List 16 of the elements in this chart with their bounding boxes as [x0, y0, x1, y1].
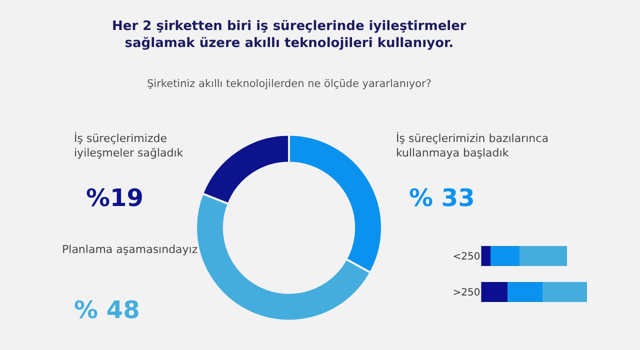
bar: [542, 282, 588, 302]
y-tick-label: >250: [452, 288, 480, 298]
bar: [481, 282, 508, 302]
bar: [519, 246, 568, 266]
bar: [508, 282, 543, 302]
chart-subtitle: Şirketiniz akıllı teknolojilerden ne ölçüde yararlanıyor?: [147, 78, 432, 90]
bar: [481, 246, 491, 266]
slice-label: Planlama aşamasındayız: [62, 243, 198, 256]
chart-title: Her 2 şirketten biri iş süreçlerinde iyileştirmeler sağlamak üzere akıllı teknolojileri kullanıyor.: [112, 19, 467, 51]
bar: [490, 246, 520, 266]
slice-label: İş süreçlerimizin bazılarınca kullanmaya başladık: [396, 131, 548, 160]
data-label: % 48: [74, 296, 140, 324]
slice-label: İş süreçlerimizde iyileşmeler sağladık: [74, 131, 184, 160]
data-label: % 33: [409, 184, 475, 212]
data-label: %19: [86, 184, 144, 212]
y-tick-label: <250: [452, 252, 480, 262]
